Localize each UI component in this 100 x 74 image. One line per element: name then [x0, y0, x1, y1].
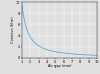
Y-axis label: Coercive (N·m): Coercive (N·m) — [11, 17, 15, 43]
X-axis label: Air gap (mm): Air gap (mm) — [48, 65, 71, 69]
